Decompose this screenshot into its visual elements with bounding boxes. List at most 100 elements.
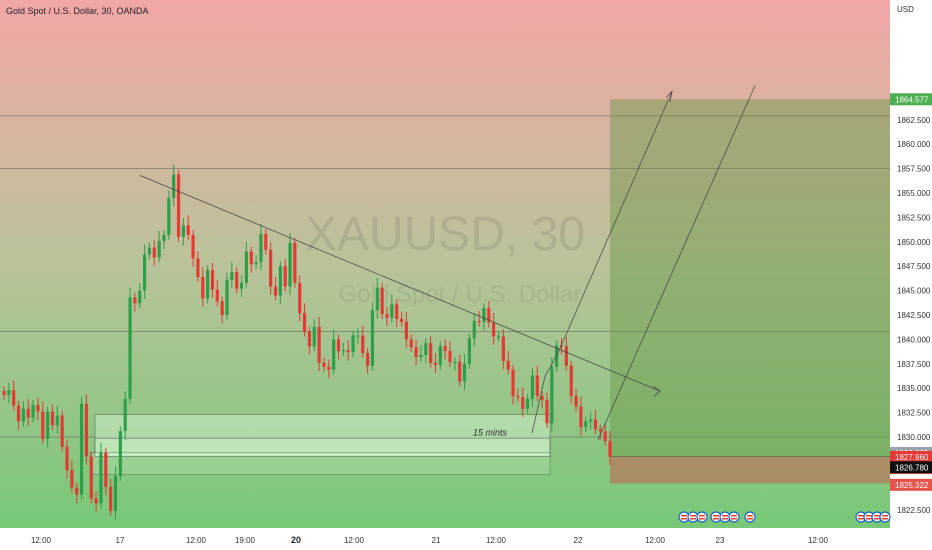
candle[interactable] — [176, 169, 181, 242]
candle[interactable] — [220, 296, 224, 324]
candle[interactable] — [239, 275, 244, 297]
candle[interactable] — [429, 335, 433, 368]
candle[interactable] — [501, 329, 505, 370]
candle[interactable] — [448, 341, 452, 367]
candle[interactable] — [186, 215, 190, 240]
candle[interactable] — [283, 258, 287, 292]
candle[interactable] — [75, 482, 79, 503]
candle[interactable] — [511, 364, 515, 405]
candle[interactable] — [7, 382, 11, 404]
candle[interactable] — [516, 388, 520, 402]
candle[interactable] — [307, 326, 312, 355]
candle[interactable] — [249, 246, 253, 273]
candle[interactable] — [133, 292, 137, 312]
candle[interactable] — [99, 442, 103, 509]
candle[interactable] — [380, 282, 384, 319]
candle[interactable] — [346, 340, 350, 361]
candle[interactable] — [385, 306, 389, 327]
candle[interactable] — [370, 302, 375, 371]
candle[interactable] — [302, 303, 307, 337]
projection-path-1[interactable] — [531, 352, 559, 434]
candle[interactable] — [438, 341, 442, 370]
candle[interactable] — [147, 242, 152, 260]
candle[interactable] — [152, 240, 156, 266]
candle[interactable] — [264, 229, 268, 255]
candle[interactable] — [89, 451, 93, 504]
candle[interactable] — [472, 313, 476, 347]
candle[interactable] — [172, 164, 176, 207]
candle[interactable] — [123, 391, 127, 440]
candle[interactable] — [254, 254, 258, 270]
economic-event-icon[interactable] — [696, 511, 708, 523]
candle[interactable] — [487, 300, 491, 328]
candle[interactable] — [550, 356, 554, 432]
projection-arrow-1[interactable] — [557, 91, 673, 354]
candle[interactable] — [157, 231, 161, 263]
candle[interactable] — [521, 387, 525, 417]
candle[interactable] — [462, 354, 467, 390]
candle[interactable] — [399, 311, 404, 327]
candle[interactable] — [540, 391, 544, 409]
candle[interactable] — [351, 330, 355, 357]
candle[interactable] — [244, 241, 248, 288]
candle[interactable] — [608, 431, 612, 465]
symbol-title[interactable]: Gold Spot / U.S. Dollar, 30, OANDA — [6, 6, 149, 16]
long-position-stop-zone[interactable] — [610, 456, 890, 484]
candle[interactable] — [142, 244, 147, 299]
candle[interactable] — [569, 360, 573, 405]
candle[interactable] — [128, 287, 132, 404]
candle[interactable] — [506, 351, 510, 375]
candle[interactable] — [36, 397, 40, 420]
long-position-target-zone[interactable] — [610, 99, 890, 457]
candle[interactable] — [424, 338, 428, 364]
candle[interactable] — [593, 409, 598, 435]
candle[interactable] — [395, 299, 399, 328]
candle[interactable] — [41, 401, 45, 444]
candle[interactable] — [259, 224, 263, 271]
candle[interactable] — [375, 277, 379, 319]
demand-zone-lower-box[interactable] — [89, 452, 551, 475]
candle[interactable] — [162, 230, 166, 250]
candle[interactable] — [84, 394, 89, 465]
candle[interactable] — [31, 399, 35, 423]
candle[interactable] — [312, 319, 316, 352]
candle[interactable] — [167, 190, 171, 240]
economic-event-icon[interactable] — [879, 511, 891, 523]
economic-event-icon[interactable] — [744, 511, 756, 523]
candle[interactable] — [336, 334, 341, 360]
demand-zone-box[interactable] — [94, 414, 551, 457]
candle[interactable] — [65, 439, 69, 479]
candle[interactable] — [70, 460, 74, 493]
candle[interactable] — [453, 356, 457, 371]
candle[interactable] — [225, 272, 229, 320]
candle[interactable] — [332, 329, 336, 375]
candle[interactable] — [482, 303, 486, 331]
candle[interactable] — [409, 334, 413, 353]
candle[interactable] — [443, 338, 447, 360]
candle[interactable] — [298, 275, 302, 322]
candle[interactable] — [419, 345, 423, 362]
candle[interactable] — [60, 410, 64, 452]
candle[interactable] — [366, 348, 370, 375]
candle[interactable] — [564, 336, 568, 371]
candle[interactable] — [215, 279, 219, 307]
candle[interactable] — [414, 339, 418, 366]
candle[interactable] — [138, 283, 142, 309]
candle[interactable] — [16, 400, 21, 430]
candle[interactable] — [404, 312, 408, 348]
candle[interactable] — [530, 368, 535, 408]
candle[interactable] — [201, 267, 205, 307]
candle[interactable] — [598, 424, 602, 440]
candle[interactable] — [579, 396, 583, 436]
candle[interactable] — [196, 251, 200, 282]
candle[interactable] — [535, 365, 539, 401]
candle[interactable] — [109, 479, 113, 517]
candle[interactable] — [104, 447, 108, 496]
candle[interactable] — [589, 412, 593, 430]
candle[interactable] — [273, 276, 278, 301]
candle[interactable] — [113, 466, 118, 520]
candle[interactable] — [433, 353, 438, 374]
candle[interactable] — [574, 388, 578, 412]
candle[interactable] — [230, 262, 234, 289]
